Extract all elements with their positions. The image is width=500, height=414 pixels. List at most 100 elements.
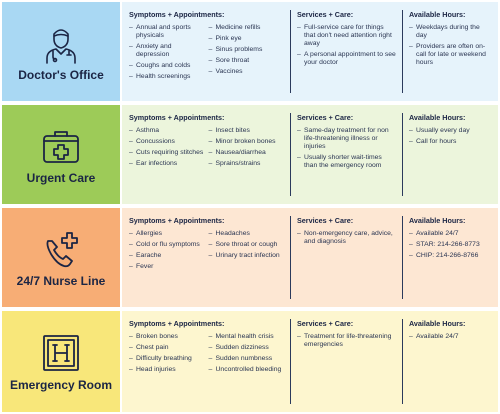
hours-list: Available 24/7 [409,333,492,341]
label-cell: Emergency Room [2,311,122,412]
divider [402,319,403,404]
label-cell: Urgent Care [2,105,122,204]
services-heading: Services + Care: [297,319,354,328]
list-item: Earache [129,252,205,260]
symptoms-heading: Symptoms + Appointments: [129,216,225,225]
row-urgent-care: Urgent Care Symptoms + Appointments: Ast… [2,105,498,204]
row-emergency-room: Emergency Room Symptoms + Appointments: … [2,311,498,412]
divider [290,113,291,196]
list-item: CHIP: 214-266-8766 [409,252,492,260]
list-item: Call for hours [409,138,492,146]
symptoms-column: Symptoms + Appointments: Allergies Cold … [122,208,290,307]
symptoms-list-left: Broken bones Chest pain Difficulty breat… [129,333,205,377]
row-content: Symptoms + Appointments: Annual and spor… [122,2,498,101]
list-item: Non-emergency care, advice, and diagnosi… [297,230,396,246]
divider [290,216,291,299]
services-heading: Services + Care: [297,216,354,225]
list-item: Nausea/diarrhea [209,149,285,157]
list-item: Mental health crisis [209,333,285,341]
list-item: Usually every day [409,127,492,135]
symptoms-list-right: Mental health crisis Sudden dizziness Su… [209,333,285,377]
hours-list: Weekdays during the day Providers are of… [409,24,492,67]
list-item: Sore throat or cough [209,241,285,249]
divider [290,319,291,404]
phone-plus-icon [39,227,83,271]
symptoms-list-right: Insect bites Minor broken bones Nausea/d… [209,127,285,171]
hours-heading: Available Hours: [409,10,466,19]
list-item: Concussions [129,138,205,146]
list-item: Insect bites [209,127,285,135]
list-item: Fever [129,263,205,271]
list-item: Cuts requiring stitches [129,149,205,157]
list-item: Broken bones [129,333,205,341]
row-content: Symptoms + Appointments: Broken bones Ch… [122,311,498,412]
services-list: Non-emergency care, advice, and diagnosi… [297,230,396,246]
list-item: Urinary tract infection [209,252,285,260]
hours-heading: Available Hours: [409,216,466,225]
list-item: STAR: 214-266-8773 [409,241,492,249]
symptoms-heading: Symptoms + Appointments: [129,113,225,122]
symptoms-list-right: Headaches Sore throat or cough Urinary t… [209,230,285,274]
symptoms-list-left: Asthma Concussions Cuts requiring stitch… [129,127,205,171]
list-item: Asthma [129,127,205,135]
symptoms-heading: Symptoms + Appointments: [129,10,225,19]
list-item: Sinus problems [209,46,285,54]
services-list: Same-day treatment for non life-threaten… [297,127,396,170]
list-item: Treatment for life-threatening emergenci… [297,333,396,349]
symptoms-list-left: Allergies Cold or flu symptoms Earache F… [129,230,205,274]
list-item: Minor broken bones [209,138,285,146]
list-item: Sudden dizziness [209,344,285,352]
hours-column: Available Hours: Weekdays during the day… [402,2,498,101]
services-column: Services + Care: Treatment for life-thre… [290,311,402,412]
list-item: Weekdays during the day [409,24,492,40]
list-item: Headaches [209,230,285,238]
symptoms-list-left: Annual and sports physicals Anxiety and … [129,24,205,84]
symptoms-heading: Symptoms + Appointments: [129,319,225,328]
row-content: Symptoms + Appointments: Allergies Cold … [122,208,498,307]
list-item: Same-day treatment for non life-threaten… [297,127,396,151]
services-heading: Services + Care: [297,113,354,122]
list-item: Sprains/strains [209,160,285,168]
list-item: Available 24/7 [409,230,492,238]
list-item: Chest pain [129,344,205,352]
hospital-sign-icon [39,331,83,375]
symptoms-list-right: Medicine refills Pink eye Sinus problems… [209,24,285,84]
divider [290,10,291,93]
list-item: Head injuries [129,366,205,374]
list-item: A personal appointment to see your docto… [297,51,396,67]
services-column: Services + Care: Same-day treatment for … [290,105,402,204]
list-item: Uncontrolled bleeding [209,366,285,374]
list-item: Allergies [129,230,205,238]
symptoms-column: Symptoms + Appointments: Annual and spor… [122,2,290,101]
list-item: Usually shorter wait-times than the emer… [297,154,396,170]
hours-heading: Available Hours: [409,113,466,122]
label-cell: 24/7 Nurse Line [2,208,122,307]
list-item: Vaccines [209,68,285,76]
symptoms-column: Symptoms + Appointments: Broken bones Ch… [122,311,290,412]
hours-list: Available 24/7 STAR: 214-266-8773 CHIP: … [409,230,492,260]
list-item: Full-service care for things that don't … [297,24,396,48]
services-column: Services + Care: Non-emergency care, adv… [290,208,402,307]
list-item: Health screenings [129,73,205,81]
hours-heading: Available Hours: [409,319,466,328]
hours-column: Available Hours: Usually every day Call … [402,105,498,204]
list-item: Cold or flu symptoms [129,241,205,249]
row-doctors-office: Doctor's Office Symptoms + Appointments:… [2,2,498,101]
list-item: Ear infections [129,160,205,168]
hours-list: Usually every day Call for hours [409,127,492,146]
symptoms-column: Symptoms + Appointments: Asthma Concussi… [122,105,290,204]
list-item: Annual and sports physicals [129,24,205,40]
services-column: Services + Care: Full-service care for t… [290,2,402,101]
services-list: Full-service care for things that don't … [297,24,396,67]
doctor-icon [39,21,83,65]
list-item: Providers are often on-call for late or … [409,43,492,67]
row-nurse-line: 24/7 Nurse Line Symptoms + Appointments:… [2,208,498,307]
label-cell: Doctor's Office [2,2,122,101]
row-content: Symptoms + Appointments: Asthma Concussi… [122,105,498,204]
row-title: Emergency Room [9,378,113,392]
row-title: Doctor's Office [18,68,104,82]
divider [402,113,403,196]
list-item: Sudden numbness [209,355,285,363]
list-item: Coughs and colds [129,62,205,70]
